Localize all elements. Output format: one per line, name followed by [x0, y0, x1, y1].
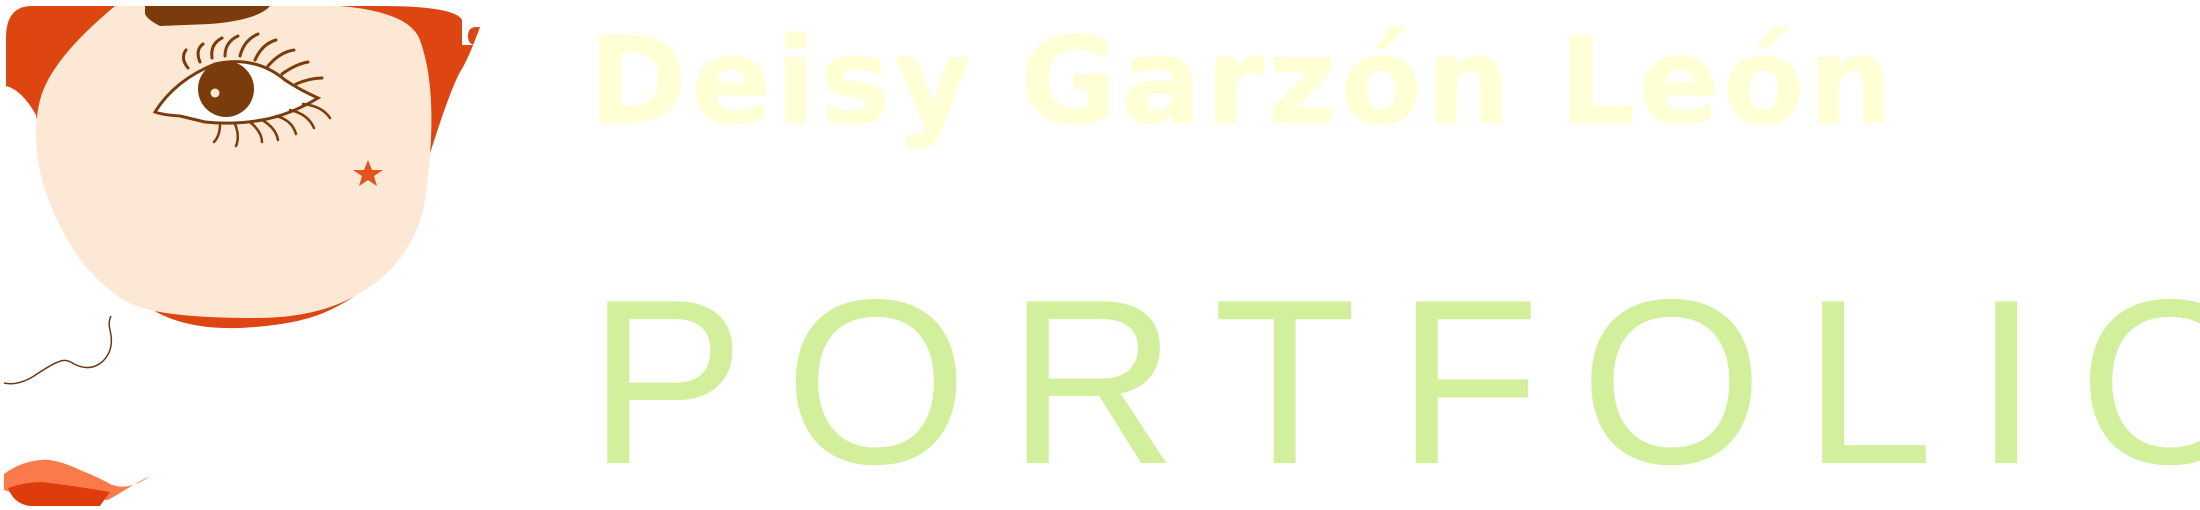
curl-icon [3, 315, 113, 385]
portfolio-heading: PORTFOLIO [588, 252, 2200, 510]
portfolio-text: PORTFOLIO [588, 250, 2200, 510]
face-frame-icon [6, 6, 480, 329]
face-illustration [3, 6, 480, 506]
name-text: Deisy Garzón León [588, 13, 1897, 152]
lips-icon [4, 459, 150, 506]
eye-icon [152, 32, 332, 148]
name-heading: Deisy Garzón León [588, 8, 2200, 158]
star-icon [353, 160, 383, 186]
